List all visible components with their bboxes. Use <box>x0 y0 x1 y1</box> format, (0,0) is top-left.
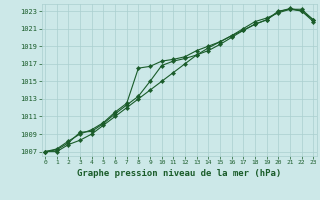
X-axis label: Graphe pression niveau de la mer (hPa): Graphe pression niveau de la mer (hPa) <box>77 169 281 178</box>
